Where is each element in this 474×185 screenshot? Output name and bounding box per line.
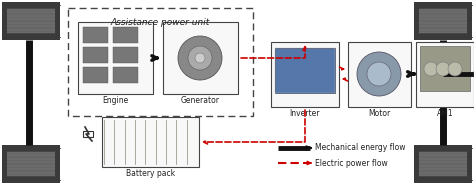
Bar xyxy=(83,27,108,43)
Text: Electric power flow: Electric power flow xyxy=(315,159,388,167)
Text: Generator: Generator xyxy=(181,96,220,105)
Text: Engine: Engine xyxy=(102,96,128,105)
Bar xyxy=(113,47,138,63)
Text: Battery pack: Battery pack xyxy=(126,169,175,178)
Bar xyxy=(113,67,138,83)
Bar xyxy=(7,9,55,33)
Circle shape xyxy=(436,62,450,76)
Bar xyxy=(83,67,108,83)
Text: AM1: AM1 xyxy=(437,109,453,118)
Bar xyxy=(416,42,474,107)
Circle shape xyxy=(188,46,212,70)
Circle shape xyxy=(178,36,222,80)
Bar xyxy=(78,22,153,94)
Bar xyxy=(275,48,335,93)
Bar xyxy=(7,152,55,176)
Circle shape xyxy=(195,53,205,63)
Circle shape xyxy=(448,62,462,76)
Bar xyxy=(275,48,335,93)
Text: Mechanical energy flow: Mechanical energy flow xyxy=(315,144,405,152)
Circle shape xyxy=(357,52,401,96)
Bar xyxy=(414,2,472,40)
Bar xyxy=(419,9,467,33)
Bar xyxy=(163,22,238,94)
Bar xyxy=(271,42,339,107)
Bar xyxy=(348,42,411,107)
Text: Inverter: Inverter xyxy=(290,109,320,118)
Text: Motor: Motor xyxy=(368,109,391,118)
Text: Assistance power unit: Assistance power unit xyxy=(110,18,210,27)
Bar xyxy=(420,46,470,91)
Circle shape xyxy=(424,62,438,76)
Bar xyxy=(83,47,108,63)
Bar xyxy=(102,117,199,167)
Bar xyxy=(2,145,60,183)
Circle shape xyxy=(367,62,391,86)
Bar xyxy=(2,2,60,40)
Bar xyxy=(68,8,253,116)
Bar xyxy=(419,152,467,176)
Bar xyxy=(83,131,93,137)
Bar xyxy=(113,27,138,43)
Bar xyxy=(414,145,472,183)
